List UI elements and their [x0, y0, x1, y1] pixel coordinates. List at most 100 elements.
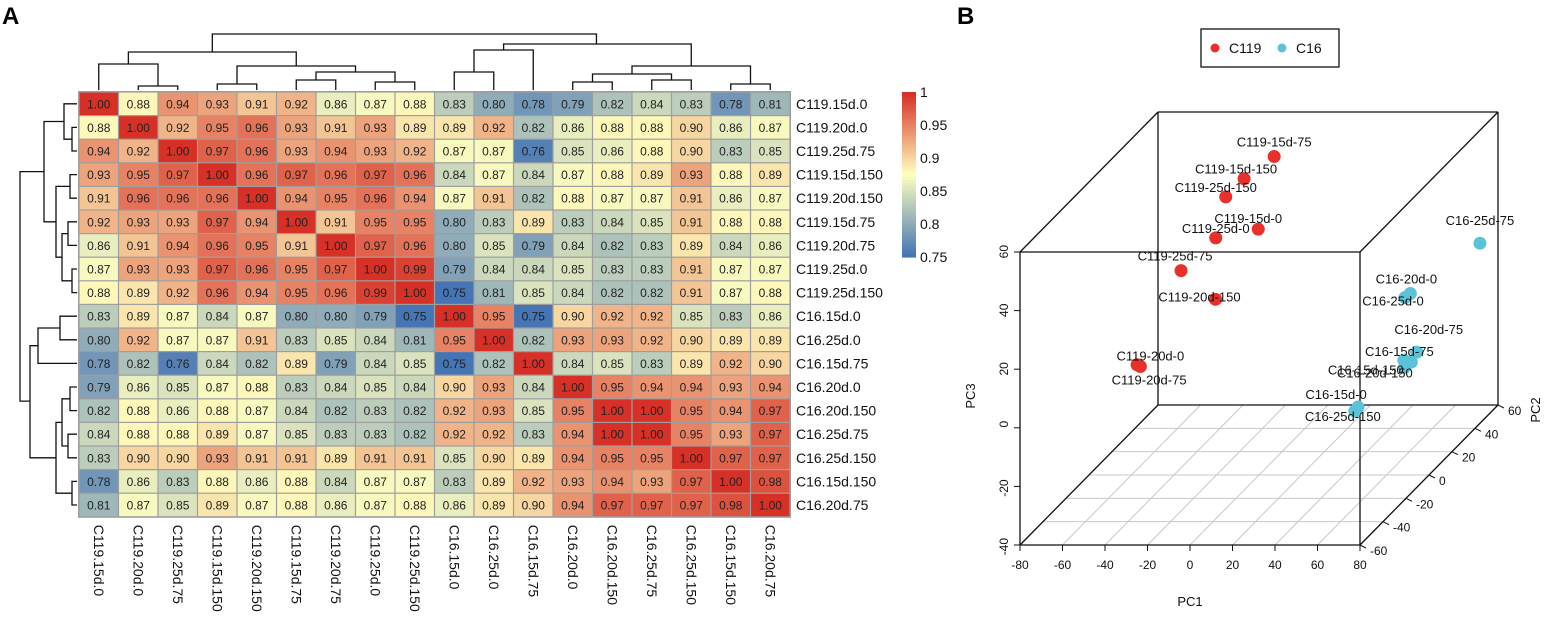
cell-value: 0.84 — [640, 97, 664, 111]
heatmap-cell — [356, 92, 395, 115]
heatmap-cell — [514, 446, 553, 469]
heatmap-cell — [672, 375, 711, 399]
heatmap-cell — [553, 116, 592, 139]
cell-value: 0.92 — [285, 97, 309, 111]
cell-value: 0.96 — [403, 239, 427, 253]
point-label: C16-20d-75 — [1394, 322, 1463, 337]
x-tick-label: 80 — [1353, 558, 1367, 572]
column-label: C16.15d.75 — [525, 525, 541, 598]
point-label: C16-20d-0 — [1376, 272, 1437, 287]
cell-value: 0.90 — [127, 451, 151, 465]
heatmap-cell — [277, 352, 316, 375]
cell-value: 0.85 — [324, 333, 348, 347]
colorbar-band — [902, 218, 916, 222]
cell-value: 1.00 — [166, 145, 190, 159]
heatmap-cell — [553, 446, 592, 469]
cell-value: 0.87 — [206, 333, 230, 347]
heatmap-cell — [751, 328, 790, 351]
dendrogram-branch — [67, 221, 77, 247]
cell-value: 0.95 — [403, 215, 427, 229]
cell-value: 0.91 — [245, 333, 269, 347]
cell-value: 0.75 — [403, 310, 427, 324]
cell-value: 0.97 — [285, 168, 309, 182]
heatmap-cell — [553, 163, 592, 186]
colorbar-band — [902, 141, 916, 145]
cell-value: 0.95 — [443, 333, 467, 347]
dendrogram-branch — [59, 315, 77, 341]
cell-value: 0.88 — [640, 121, 664, 135]
heatmap-cell — [435, 423, 474, 446]
row-labels: C119.15d.0 C119.20d.0 C119.25d.75 C119.15d.… — [796, 96, 883, 513]
heatmap-cell — [198, 139, 237, 163]
cell-value: 0.84 — [482, 263, 506, 277]
heatmap-cell — [277, 446, 316, 469]
heatmap-cell — [632, 116, 671, 139]
heatmap-cell — [593, 187, 632, 210]
colorbar-band — [902, 149, 916, 154]
heatmap-cell — [593, 116, 632, 139]
cell-value: 0.95 — [680, 428, 704, 442]
cell-value: 1.00 — [403, 286, 427, 300]
colorbar-tick-label: 0.8 — [920, 216, 940, 232]
cell-value: 0.93 — [561, 333, 585, 347]
heatmap-cell — [79, 305, 118, 328]
cell-value: 0.90 — [680, 145, 704, 159]
heatmap-cell — [474, 493, 513, 517]
heatmap-cell — [356, 116, 395, 139]
cell-value: 0.90 — [680, 333, 704, 347]
cell-value: 0.96 — [245, 168, 269, 182]
heatmap-cell — [198, 423, 237, 446]
cell-value: 0.85 — [522, 404, 546, 418]
cell-value: 0.80 — [443, 215, 467, 229]
column-label: C119.20d.0 — [130, 525, 146, 597]
cell-value: 0.89 — [127, 310, 151, 324]
cell-value: 0.87 — [206, 381, 230, 395]
heatmap-cell — [435, 328, 474, 351]
heatmap-cell — [119, 281, 158, 304]
data-point — [1267, 149, 1281, 163]
colorbar-band — [902, 169, 916, 173]
heatmap-cell — [356, 470, 395, 493]
cell-value: 0.86 — [561, 121, 585, 135]
heatmap-cell — [198, 493, 237, 517]
heatmap-cell — [277, 210, 316, 233]
heatmap-cell — [711, 139, 750, 163]
cell-value: 0.97 — [759, 451, 783, 465]
heatmap-cell — [593, 423, 632, 446]
row-label: C119.15d.75 — [796, 214, 875, 230]
colorbar-band — [902, 202, 916, 206]
cell-value: 0.94 — [285, 192, 309, 206]
heatmap-cell — [198, 257, 237, 281]
cell-value: 0.89 — [719, 333, 743, 347]
point-label: C119-25d-0 — [1182, 221, 1250, 236]
cell-value: 0.83 — [324, 428, 348, 442]
cell-value: 0.89 — [522, 451, 546, 465]
colorbar-band — [902, 125, 916, 129]
heatmap-cell — [474, 305, 513, 328]
cell-value: 0.90 — [443, 381, 467, 395]
heatmap-cell — [277, 187, 316, 210]
cell-value: 0.93 — [482, 381, 506, 395]
heatmap-cell — [119, 92, 158, 115]
x-tick-label: 20 — [1226, 558, 1240, 572]
heatmap-cell — [474, 210, 513, 233]
cell-value: 0.97 — [601, 499, 625, 513]
colorbar-band — [902, 94, 916, 99]
cell-value: 0.89 — [403, 121, 427, 135]
heatmap-cell — [316, 257, 355, 281]
row-label: C119.25d.75 — [796, 143, 875, 159]
cell-value: 0.99 — [403, 263, 427, 277]
heatmap-cell — [395, 375, 434, 399]
cell-value: 0.83 — [443, 475, 467, 489]
cell-value: 0.79 — [87, 381, 111, 395]
heatmap-cell — [198, 352, 237, 375]
cell-value: 0.82 — [522, 333, 546, 347]
heatmap-cell — [395, 92, 434, 115]
cell-value: 0.88 — [561, 192, 585, 206]
heatmap-cell — [751, 139, 790, 163]
cell-value: 0.88 — [285, 499, 309, 513]
heatmap-cell — [237, 163, 276, 186]
dendrogram-branch — [651, 79, 692, 90]
cell-value: 0.87 — [443, 192, 467, 206]
column-label: C16.25d.75 — [644, 525, 660, 598]
